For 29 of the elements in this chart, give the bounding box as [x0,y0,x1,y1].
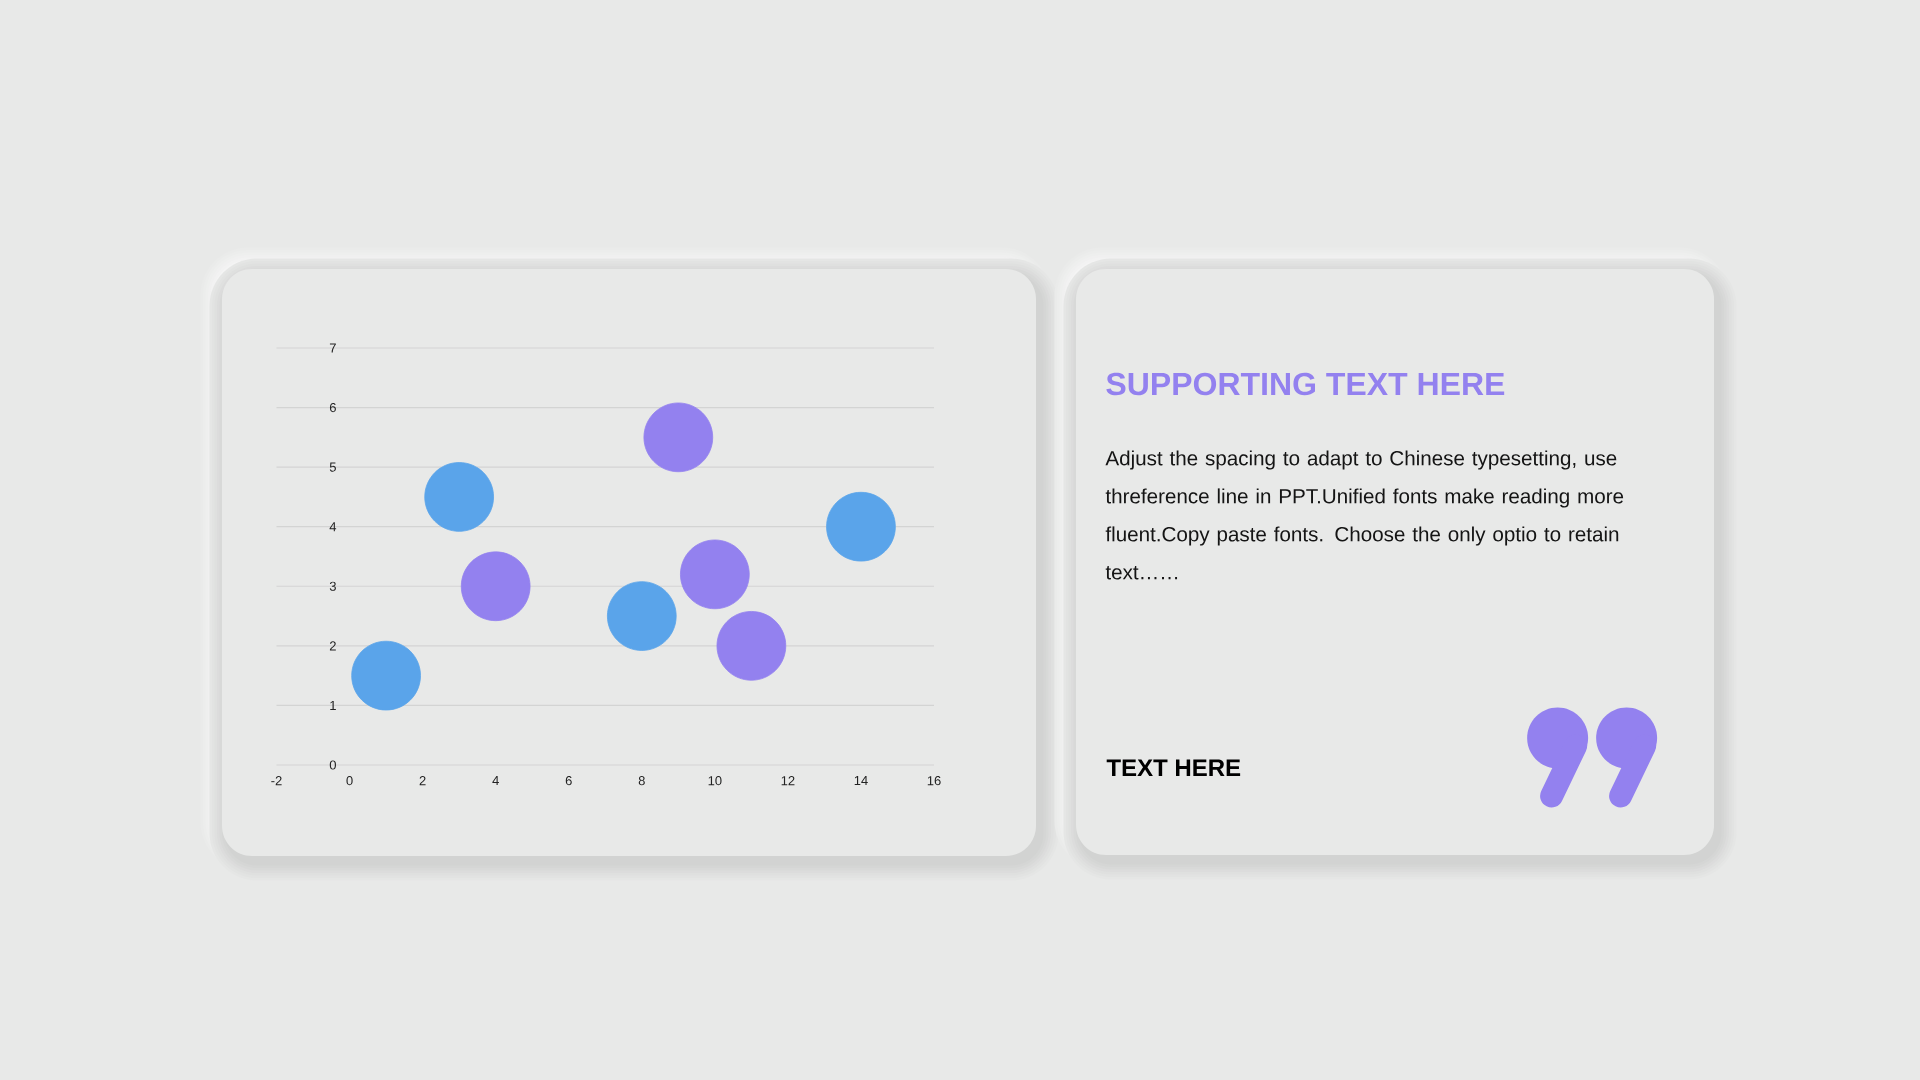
point [680,539,750,610]
y-tick-label: 4 [329,522,337,532]
y-tick-label: 6 [329,402,336,413]
text: TEXT HERE [1106,759,1241,776]
x-tick-label: 0 [346,776,353,786]
x-tick-label: 10 [708,776,722,786]
point [351,640,421,711]
point [424,462,494,532]
x-tick-label: 8 [638,776,645,786]
text: Adjust the spacing to adapt to Chinese typesetting, use threference line in PPT.Unified fonts make reading more fluent.Copy paste fonts. Choose the only optio to retain text…… [1105,450,1624,580]
x-tick-label: 14 [854,776,868,785]
point [716,611,787,681]
x-tick-label: 2 [419,776,426,786]
y-tick-label: 7 [329,343,336,353]
y-tick-label: 1 [330,700,336,710]
point [826,491,896,562]
y-tick-label: 0 [329,760,336,770]
point [606,581,677,651]
x-tick-label: 4 [492,776,499,785]
y-tick-label: 5 [329,462,336,472]
x-tick-label: -2 [271,776,282,786]
x-tick-label: 12 [781,776,795,786]
y-tick-label: 3 [329,581,336,591]
y-tick-label: 2 [329,641,336,651]
point [643,402,714,473]
point [460,551,531,622]
x-tick-label: 16 [927,776,941,786]
x-tick-label: 6 [565,776,572,786]
text: SUPPORTING TEXT HERE [1106,372,1505,396]
